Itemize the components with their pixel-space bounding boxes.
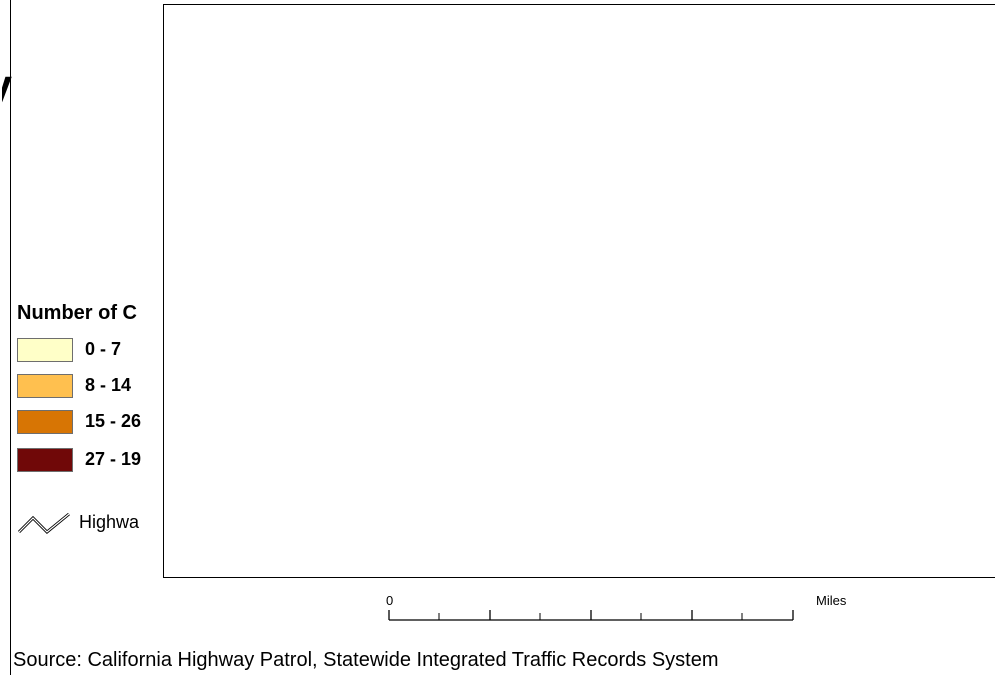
highway-line-icon — [17, 512, 70, 535]
legend-swatch — [17, 448, 73, 472]
legend-label: 8 - 14 — [85, 375, 132, 395]
scale-bar: 0 Miles — [380, 590, 850, 635]
source-note: Source: California Highway Patrol, State… — [13, 649, 719, 671]
page-frame — [10, 0, 995, 675]
map-frame — [163, 4, 995, 578]
legend-swatch — [17, 338, 73, 362]
legend-label: 0 - 7 — [85, 339, 122, 359]
legend-label: 27 - 19 — [85, 449, 142, 469]
scale-unit-label: Miles — [816, 593, 847, 608]
map-title: y — [2, 64, 12, 124]
map-title-text: y — [2, 64, 12, 108]
legend-swatch — [17, 410, 73, 434]
legend-swatch — [17, 374, 73, 398]
legend-title: Number of C — [17, 302, 137, 324]
scale-bar-graphic — [388, 610, 794, 621]
legend-label: 15 - 26 — [85, 411, 142, 431]
scale-zero-label: 0 — [386, 593, 394, 608]
highway-label: Highwa — [79, 512, 140, 532]
